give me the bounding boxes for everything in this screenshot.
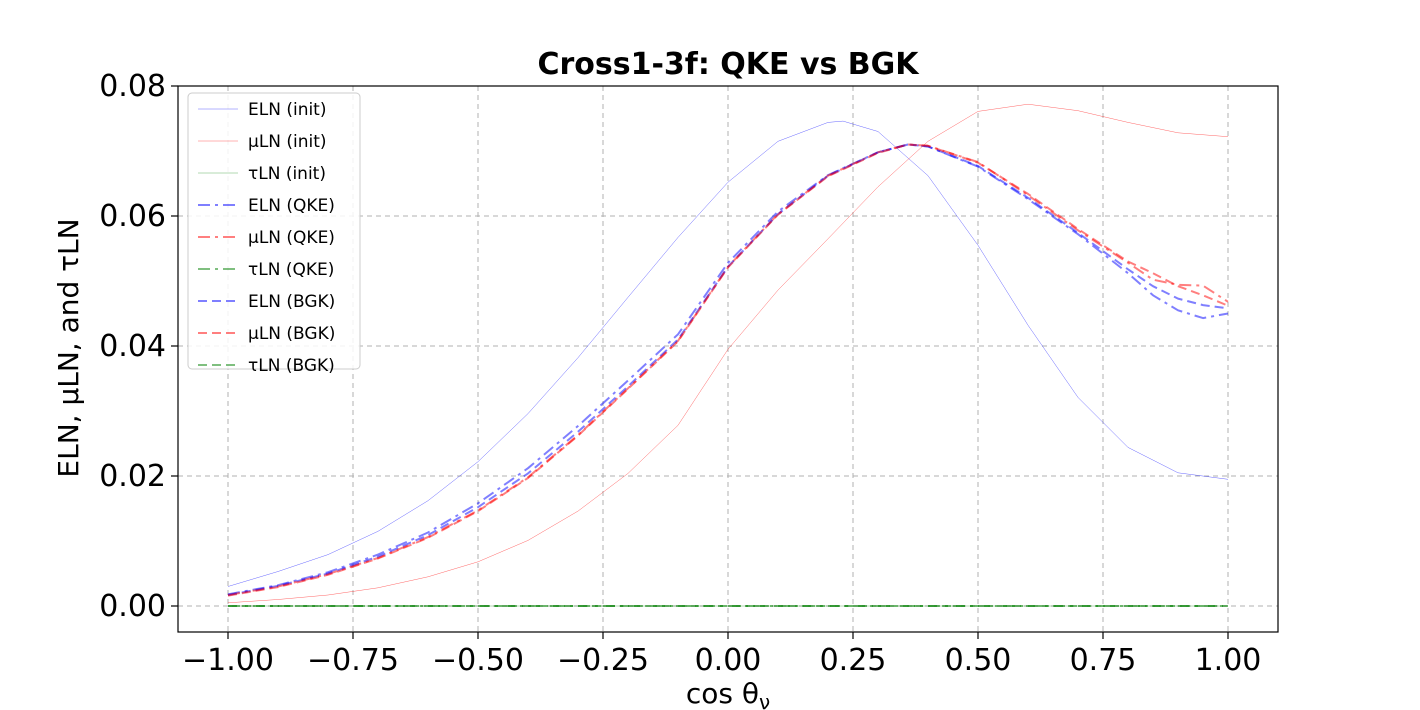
x-tick-label: −0.75: [307, 643, 399, 678]
y-tick-label: 0.06: [99, 199, 166, 234]
x-tick-label: 0.25: [820, 643, 887, 678]
series-line: [227, 120, 1229, 587]
legend-label: ELN (BGK): [248, 292, 335, 312]
x-tick-label: 0.75: [1070, 643, 1137, 678]
y-tick-label: 0.02: [99, 459, 166, 494]
series-line: [227, 103, 1229, 604]
series-group: [227, 103, 1229, 607]
x-axis-label-subscript: ν: [759, 690, 770, 710]
legend-label: τLN (init): [248, 164, 326, 184]
legend-label: μLN (BGK): [248, 324, 335, 344]
x-tick-label: −0.25: [557, 643, 649, 678]
series-line: [227, 143, 1229, 596]
chart-title: Cross1-3f: QKE vs BGK: [537, 47, 920, 82]
legend: ELN (init) μLN (init) τLN (init) ELN (QKE) μ…: [187, 92, 361, 376]
x-tick-label: 1.00: [1195, 643, 1262, 678]
legend-label: μLN (QKE): [248, 228, 335, 248]
axis-ticks: −1.00 −0.75 −0.50 −0.25 0.00 0.25 0.50 0.75 1.00…: [99, 69, 1261, 678]
legend-label: τLN (BGK): [248, 356, 335, 376]
x-axis-label-main: cos θ: [686, 677, 759, 710]
x-tick-label: 0.50: [945, 643, 1012, 678]
y-tick-label: 0.08: [99, 69, 166, 104]
y-tick-label: 0.00: [99, 589, 166, 624]
legend-label: ELN (QKE): [248, 196, 335, 216]
legend-label: μLN (init): [248, 132, 327, 152]
x-tick-label: −0.50: [432, 643, 524, 678]
x-axis-label: cos θν: [686, 677, 770, 710]
y-axis-label: ELN, μLN, and τLN: [52, 218, 85, 477]
x-tick-label: 0.00: [695, 643, 762, 678]
legend-label: ELN (init): [248, 100, 326, 120]
legend-label: τLN (QKE): [248, 260, 334, 280]
x-tick-label: −1.00: [182, 643, 274, 678]
series-line: [227, 143, 1229, 597]
y-tick-label: 0.04: [99, 329, 166, 364]
